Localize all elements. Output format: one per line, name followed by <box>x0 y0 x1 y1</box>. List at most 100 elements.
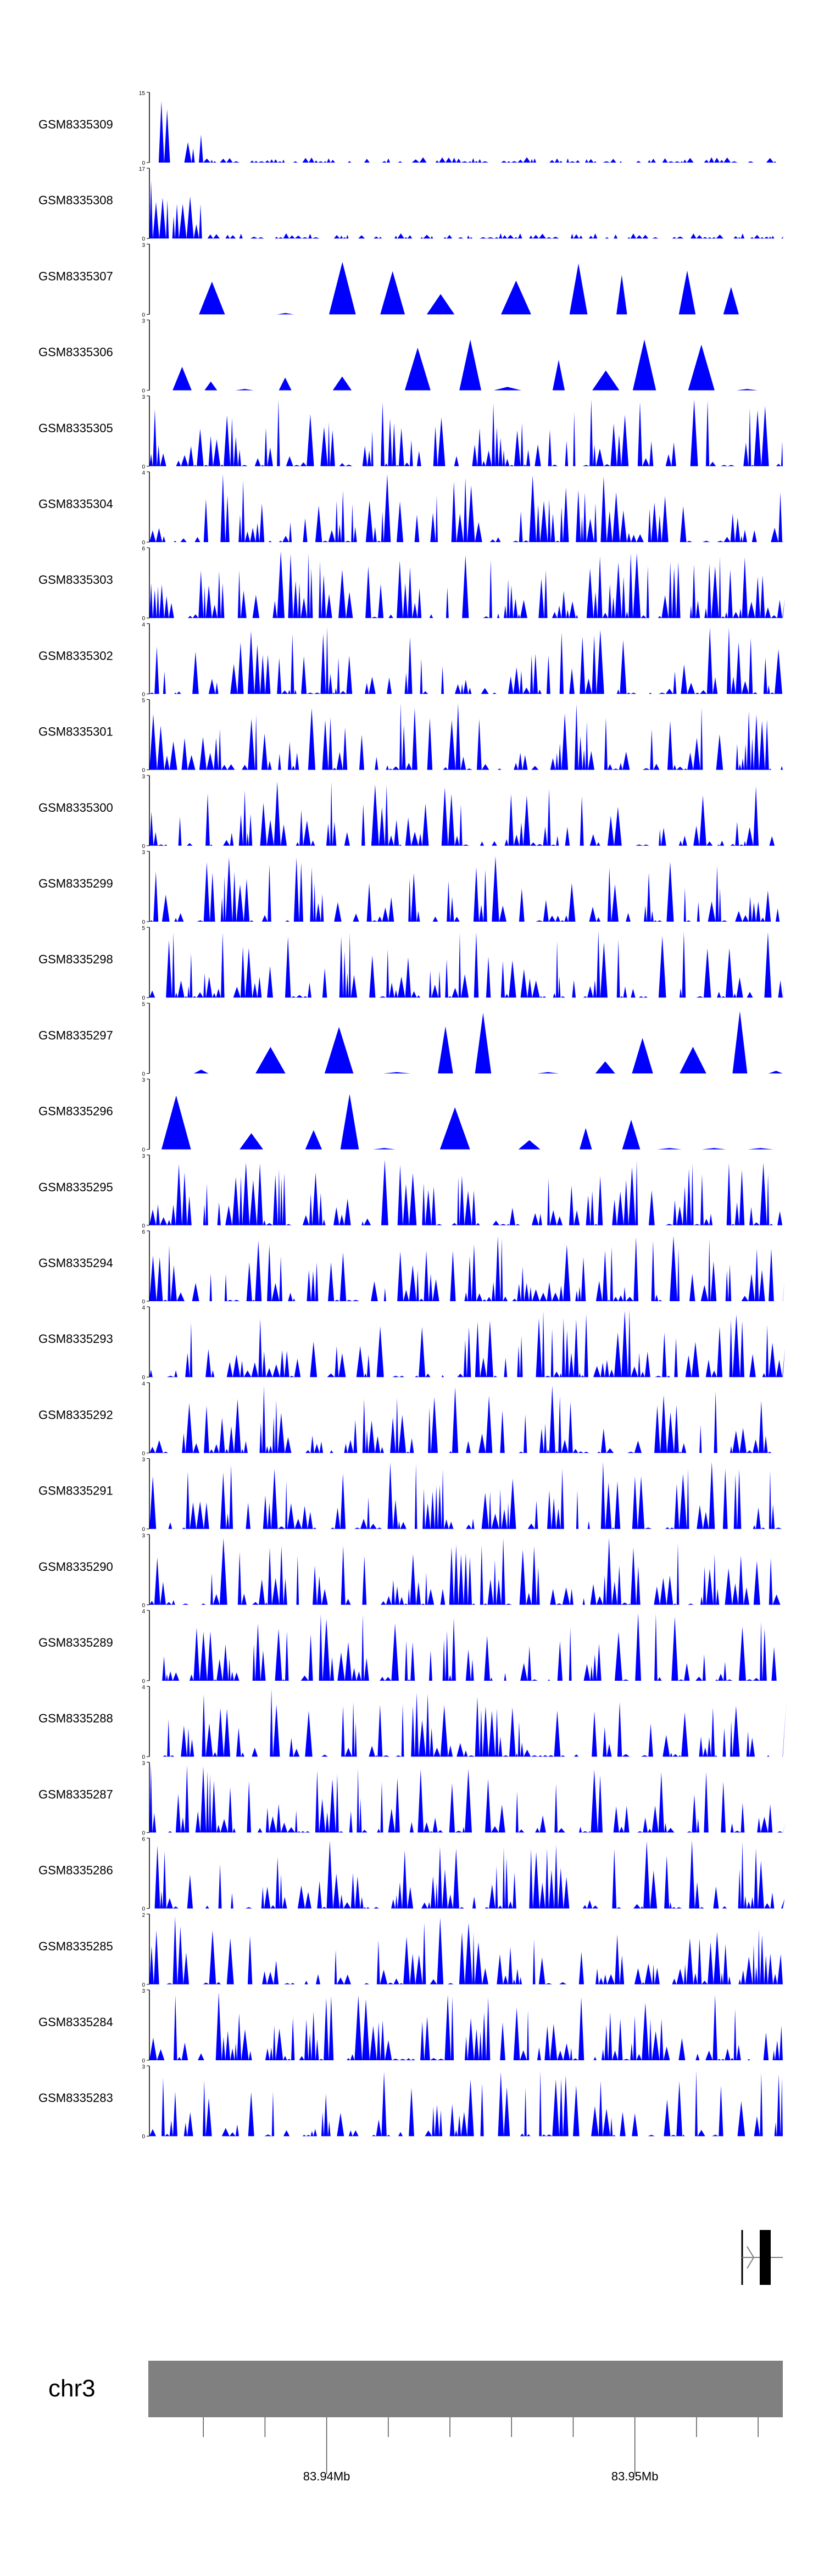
track-name-label: GSM8335289 <box>38 1636 113 1649</box>
y-axis-min-label: 0 <box>142 1982 145 1988</box>
track-GSM8335293: 4 0 GSM8335293 <box>38 1305 786 1381</box>
track-GSM8335289: 4 0 GSM8335289 <box>38 1609 783 1685</box>
y-axis-min-label: 0 <box>142 1603 145 1609</box>
coverage-area <box>149 1385 783 1453</box>
track-name-label: GSM8335284 <box>38 2015 113 2029</box>
coverage-area <box>149 626 783 694</box>
y-axis-max-label: 4 <box>142 622 145 628</box>
track-GSM8335288: 4 0 GSM8335288 <box>38 1685 787 1760</box>
track-GSM8335303: 6 0 GSM8335303 <box>38 546 785 622</box>
track-GSM8335298: 5 0 GSM8335298 <box>38 925 785 1001</box>
track-name-label: GSM8335309 <box>38 118 113 131</box>
y-axis-max-label: 3 <box>142 1533 145 1539</box>
y-axis-min-label: 0 <box>142 388 145 394</box>
track-name-label: GSM8335303 <box>38 573 113 587</box>
track-GSM8335306: 3 0 GSM8335306 <box>38 319 783 394</box>
genomic-axis-labels: 83.94Mb 83.95Mb <box>303 2469 659 2483</box>
y-axis-max-label: 15 <box>139 91 146 97</box>
y-axis-min-label: 0 <box>142 1679 145 1685</box>
y-axis-max-label: 3 <box>142 319 145 325</box>
y-axis-min-label: 0 <box>142 919 145 925</box>
y-axis-min-label: 0 <box>142 844 145 850</box>
y-axis-max-label: 5 <box>142 925 145 932</box>
coverage-area <box>149 261 783 315</box>
track-GSM8335308: 17 0 GSM8335308 <box>38 166 783 242</box>
y-axis-max-label: 3 <box>142 1153 145 1159</box>
y-axis-min-label: 0 <box>142 2058 145 2064</box>
y-axis-min-label: 0 <box>142 1830 145 1836</box>
y-axis-max-label: 5 <box>142 1001 145 1007</box>
track-name-label: GSM8335306 <box>38 345 113 359</box>
coverage-area <box>149 856 783 922</box>
y-axis-min-label: 0 <box>142 464 145 470</box>
coverage-area <box>149 101 783 163</box>
chromosome-ideogram <box>148 2361 783 2417</box>
coverage-area <box>149 181 783 239</box>
coverage-area <box>149 1094 783 1150</box>
coverage-area <box>149 1688 787 1757</box>
coverage-area <box>149 2070 783 2137</box>
track-GSM8335291: 3 0 GSM8335291 <box>38 1457 783 1533</box>
coverage-area <box>149 1764 786 1833</box>
track-name-label: GSM8335301 <box>38 725 113 739</box>
coverage-area <box>149 1916 783 1984</box>
coverage-area <box>149 781 783 846</box>
track-name-label: GSM8335308 <box>38 193 113 207</box>
y-axis-max-label: 5 <box>142 698 145 704</box>
track-GSM8335309: 15 0 GSM8335309 <box>38 91 783 166</box>
y-axis-max-label: 4 <box>142 1381 145 1387</box>
y-axis-max-label: 3 <box>142 774 145 780</box>
track-name-label: GSM8335300 <box>38 801 113 815</box>
track-GSM8335302: 4 0 GSM8335302 <box>38 622 783 698</box>
track-name-label: GSM8335283 <box>38 2091 113 2105</box>
track-GSM8335290: 3 0 GSM8335290 <box>38 1533 783 1609</box>
gene-model-exon <box>760 2230 771 2285</box>
coverage-area <box>149 1159 783 1225</box>
y-axis-min-label: 0 <box>142 1299 145 1305</box>
coverage-area <box>149 399 783 466</box>
y-axis-max-label: 17 <box>139 166 146 172</box>
track-GSM8335292: 4 0 GSM8335292 <box>38 1381 783 1457</box>
coverage-area <box>149 474 785 542</box>
track-name-label: GSM8335290 <box>38 1560 113 1574</box>
track-GSM8335295: 3 0 GSM8335295 <box>38 1153 783 1229</box>
y-axis-min-label: 0 <box>142 540 145 546</box>
y-axis-min-label: 0 <box>142 692 145 698</box>
genomic-axis-label: 83.95Mb <box>611 2469 659 2483</box>
track-name-label: GSM8335293 <box>38 1332 113 1346</box>
genomic-axis-label: 83.94Mb <box>303 2469 350 2483</box>
y-axis-min-label: 0 <box>142 160 145 166</box>
y-axis-max-label: 3 <box>142 242 145 248</box>
coverage-area <box>149 1011 783 1074</box>
chromosome-axis: chr3 83.94Mb 83.95Mb <box>48 2361 783 2483</box>
genomic-axis-ticks <box>203 2417 759 2474</box>
track-GSM8335297: 5 0 GSM8335297 <box>38 1001 783 1077</box>
y-axis-min-label: 0 <box>142 995 145 1001</box>
track-name-label: GSM8335292 <box>38 1408 113 1421</box>
track-GSM8335283: 3 0 GSM8335283 <box>38 2064 783 2140</box>
coverage-area <box>149 1235 785 1301</box>
track-GSM8335284: 3 0 GSM8335284 <box>38 1988 783 2064</box>
y-axis-max-label: 6 <box>142 1837 145 1843</box>
y-axis-max-label: 4 <box>142 1305 145 1311</box>
y-axis-min-label: 0 <box>142 616 145 622</box>
coverage-area <box>149 931 785 998</box>
track-GSM8335301: 5 0 GSM8335301 <box>38 698 783 774</box>
coverage-area <box>149 339 783 391</box>
track-name-label: GSM8335302 <box>38 649 113 662</box>
track-GSM8335296: 3 0 GSM8335296 <box>38 1078 783 1153</box>
coverage-area <box>149 1992 783 2060</box>
y-axis-max-label: 3 <box>142 1078 145 1084</box>
y-axis-min-label: 0 <box>142 768 145 774</box>
track-GSM8335286: 6 0 GSM8335286 <box>38 1837 785 1913</box>
y-axis-max-label: 2 <box>142 1913 145 1919</box>
y-axis-min-label: 0 <box>142 236 145 242</box>
y-axis-max-label: 4 <box>142 1609 145 1615</box>
coverage-area <box>149 1537 783 1605</box>
strand-arrow-icon <box>747 2246 755 2269</box>
gene-model <box>741 2230 783 2285</box>
track-name-label: GSM8335285 <box>38 1939 113 1953</box>
y-axis-max-label: 3 <box>142 850 145 856</box>
y-axis-min-label: 0 <box>142 1071 145 1077</box>
track-name-label: GSM8335286 <box>38 1864 113 1877</box>
